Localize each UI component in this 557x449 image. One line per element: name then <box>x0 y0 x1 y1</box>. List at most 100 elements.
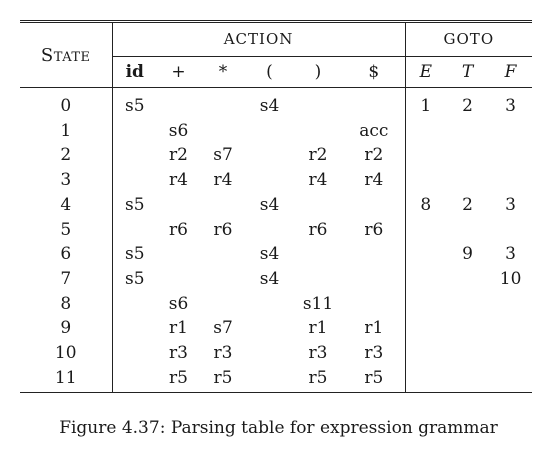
state-cell: 8 <box>20 291 113 317</box>
action-cell: r4 <box>343 168 406 193</box>
goto-cell: 2 <box>462 96 473 116</box>
action-cell: s4 <box>259 194 280 215</box>
action-cell: r3 <box>343 341 406 366</box>
action-cell: s6 <box>168 120 189 141</box>
action-cell: s7 <box>213 145 233 166</box>
action-cell: r1 <box>169 318 188 339</box>
action-cell: s6 <box>168 293 189 314</box>
action-cell: r3 <box>213 343 233 364</box>
state-cell: 5 <box>20 217 113 243</box>
action-cell <box>246 366 293 393</box>
goto-cell <box>446 366 489 393</box>
action-cell <box>200 193 246 218</box>
action-cell <box>112 119 157 144</box>
action-cell: r1 <box>343 316 406 342</box>
goto-cell <box>446 218 489 243</box>
goto-cell <box>405 267 446 292</box>
action-cell: r5 <box>308 367 328 388</box>
action-column-header: $ <box>343 56 406 88</box>
action-cell <box>112 143 157 168</box>
action-cell <box>293 193 343 218</box>
action-cell <box>200 88 246 119</box>
state-cell: 7 <box>20 266 113 292</box>
state-cell: 11 <box>20 365 113 393</box>
action-cell: s4 <box>259 96 280 116</box>
goto-cell: 1 <box>420 96 432 116</box>
goto-cell <box>405 168 446 193</box>
goto-cell <box>405 366 446 393</box>
action-cell <box>343 242 406 267</box>
action-cell <box>200 267 246 292</box>
table-row: 3 r4 r4 r4 r4 <box>20 168 532 193</box>
table-row: 7 s5 s4 10 <box>20 266 532 292</box>
action-cell: r4 <box>213 170 233 191</box>
action-cell: r6 <box>169 219 188 240</box>
action-cell <box>343 266 406 292</box>
action-cell: r4 <box>169 170 188 191</box>
action-cell: r6 <box>213 219 233 240</box>
figure-caption: Figure 4.37: Parsing table for expressio… <box>59 418 498 438</box>
goto-cell <box>489 316 532 341</box>
goto-cell <box>489 341 532 366</box>
goto-cell <box>446 168 489 193</box>
action-cell: r2 <box>169 145 188 166</box>
action-cell: s5 <box>124 244 145 265</box>
goto-cell <box>489 168 532 193</box>
action-cell: r3 <box>308 343 328 364</box>
action-cell <box>246 292 293 317</box>
goto-cell <box>446 316 489 341</box>
action-cell: r3 <box>169 343 188 364</box>
action-cell: s4 <box>259 268 280 289</box>
action-cell: r1 <box>308 318 328 339</box>
action-cell: r5 <box>213 367 233 388</box>
table-row: 1 s6 acc <box>20 118 532 144</box>
goto-cell <box>489 119 532 144</box>
table-row: 4 s5 s4 8 2 3 <box>20 192 532 218</box>
action-cell <box>112 168 157 193</box>
column-subheader-row: id + *() $ E T F <box>20 56 533 88</box>
action-cell <box>293 88 343 119</box>
goto-cell <box>405 292 446 317</box>
goto-cell: 2 <box>462 194 473 215</box>
action-cell <box>343 291 406 317</box>
action-cell: s4 <box>259 244 280 265</box>
state-cell: 3 <box>20 168 113 193</box>
goto-cell <box>489 218 532 243</box>
action-column-header: ) <box>293 56 343 88</box>
state-cell: 10 <box>20 341 113 366</box>
action-cell: s5 <box>124 96 145 116</box>
table-row: 10 r3 r3 r3 r3 <box>20 341 532 366</box>
action-cell <box>112 341 157 366</box>
action-cell: s7 <box>213 318 233 339</box>
action-cell: r4 <box>308 170 328 191</box>
action-column-header: ( <box>246 56 293 88</box>
action-cell: s5 <box>124 268 145 289</box>
goto-cell <box>446 341 489 366</box>
goto-cell <box>405 242 446 267</box>
parsing-table: State ACTION GOTO id + *() $ E T F 0 s5 s4 1 2 3 1 s6… <box>20 20 533 394</box>
table-row: 6 s5 s4 9 3 <box>20 242 532 267</box>
action-group-header: ACTION <box>112 21 406 57</box>
action-cell <box>246 218 293 243</box>
action-cell <box>157 88 200 119</box>
action-cell <box>157 267 200 292</box>
state-cell: 0 <box>20 87 113 119</box>
goto-cell <box>446 267 489 292</box>
action-cell <box>112 218 157 243</box>
goto-cell <box>446 292 489 317</box>
action-cell <box>246 143 293 168</box>
state-column-header: State <box>20 21 113 88</box>
goto-column-header: E <box>405 56 447 88</box>
goto-cell: 3 <box>505 96 516 116</box>
goto-cell <box>405 316 446 341</box>
table-row: 2 r2 s7 r2 r2 <box>20 143 532 169</box>
action-cell: r5 <box>169 367 188 388</box>
state-cell: 9 <box>20 316 113 342</box>
action-cell: r2 <box>343 143 406 169</box>
action-cell: r2 <box>308 145 328 166</box>
action-cell <box>157 193 200 218</box>
action-cell <box>157 242 200 267</box>
goto-cell <box>489 366 532 393</box>
goto-cell <box>489 143 532 168</box>
goto-cell: 10 <box>499 268 522 289</box>
